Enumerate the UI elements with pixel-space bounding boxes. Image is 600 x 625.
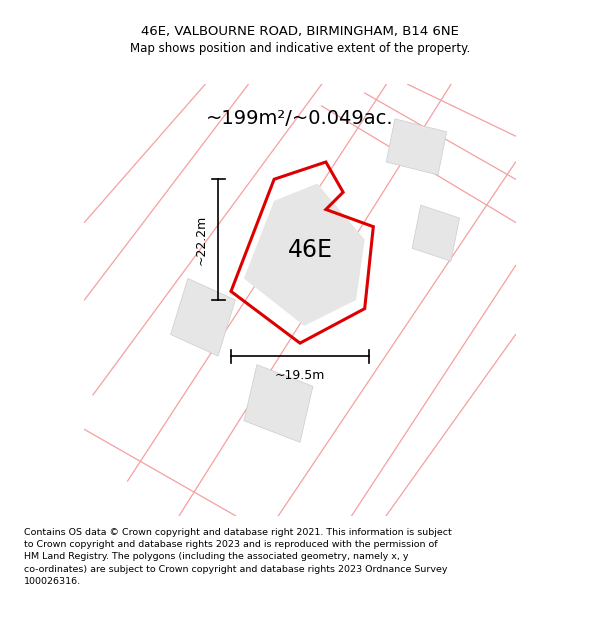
Polygon shape (170, 279, 235, 356)
Polygon shape (386, 119, 446, 175)
Polygon shape (244, 184, 365, 326)
Text: ~19.5m: ~19.5m (275, 369, 325, 382)
Text: ~199m²/~0.049ac.: ~199m²/~0.049ac. (206, 109, 394, 128)
Text: Map shows position and indicative extent of the property.: Map shows position and indicative extent… (130, 42, 470, 55)
Text: 46E: 46E (287, 238, 332, 262)
Text: ~22.2m: ~22.2m (194, 214, 207, 265)
Text: Contains OS data © Crown copyright and database right 2021. This information is : Contains OS data © Crown copyright and d… (24, 528, 452, 586)
Text: 46E, VALBOURNE ROAD, BIRMINGHAM, B14 6NE: 46E, VALBOURNE ROAD, BIRMINGHAM, B14 6NE (141, 25, 459, 38)
Polygon shape (412, 205, 460, 261)
Polygon shape (244, 364, 313, 442)
